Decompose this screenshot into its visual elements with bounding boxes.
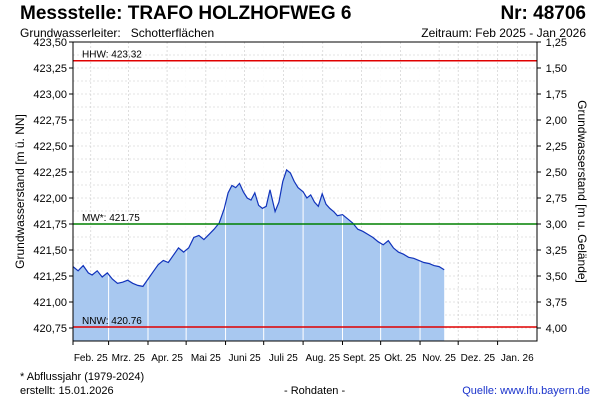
y-tick-label-right: 3,00	[546, 219, 567, 231]
y-tick-label-right: 1,25	[546, 37, 567, 49]
x-tick-label: Apr. 25	[151, 353, 183, 364]
source-link[interactable]: Quelle: www.lfu.bayern.de	[462, 385, 590, 397]
y-tick-label-left: 422,50	[33, 141, 67, 153]
y-tick-label-right: 4,00	[546, 323, 567, 335]
x-tick-label: Juli 25	[269, 353, 298, 364]
x-axis: Feb. 25 Mrz. 25 Apr. 25 Mai 25 Juni 25 Juli 2…	[72, 341, 534, 364]
station-number: Nr: 48706	[500, 3, 586, 24]
y-tick-label-left: 423,25	[33, 63, 67, 75]
station-title: Messstelle: TRAFO HOLZHOFWEG 6	[20, 3, 352, 24]
y-tick-label-left: 421,50	[33, 245, 67, 257]
x-tick-label: Feb. 25	[74, 353, 108, 364]
aquifer-value: Schotterflächen	[130, 26, 215, 40]
y-tick-label-left: 421,75	[33, 219, 67, 231]
y-tick-label-left: 421,25	[33, 271, 67, 283]
y-axis-label-right: Grundwasserstand [m u. Gelände]	[575, 100, 589, 283]
ref-label-hhw: HHW: 423.32	[82, 50, 142, 61]
x-tick-label: Juni 25	[228, 353, 261, 364]
x-tick-label: Mrz. 25	[112, 353, 146, 364]
y-tick-label-right: 2,50	[546, 167, 567, 179]
plot-frame	[72, 41, 538, 342]
raw-data-note: - Rohdaten -	[284, 385, 346, 397]
ref-label-mw: MW*: 421.75	[82, 213, 140, 224]
reference-lines: HHW: 423.32 MW*: 421.75 NNW: 420.76	[73, 50, 537, 328]
ref-label-nnw: NNW: 420.76	[82, 316, 142, 327]
y-axis-label-left: Grundwasserstand [m ü. NN]	[13, 114, 27, 269]
x-tick-label: Sept. 25	[343, 353, 381, 364]
aquifer-info: Grundwasserleiter: Schotterflächen	[20, 26, 214, 40]
y-tick-label-right: 1,75	[546, 89, 567, 101]
footnote: * Abflussjahr (1979-2024)	[20, 371, 145, 383]
month-separators	[108, 42, 421, 341]
x-tick-label: Okt. 25	[384, 353, 417, 364]
y-tick-label-left: 423,50	[33, 37, 67, 49]
period-label: Zeitraum: Feb 2025 - Jan 2026	[421, 26, 586, 40]
y-tick-label-left: 422,25	[33, 167, 67, 179]
x-tick-label: Dez. 25	[461, 353, 496, 364]
y-tick-label-right: 2,00	[546, 115, 567, 127]
x-tick-label: Aug. 25	[306, 353, 341, 364]
y-tick-label-right: 3,50	[546, 271, 567, 283]
x-tick-label: Jan. 26	[501, 353, 534, 364]
y-axis-right: 1,25 1,50 1,75 2,00 2,25 2,50 2,75 3,00 3,25 3,50…	[537, 37, 567, 335]
y-tick-label-right: 2,25	[546, 141, 567, 153]
x-tick-label: Mai 25	[191, 353, 221, 364]
y-tick-label-left: 420,75	[33, 323, 67, 335]
x-tick-label: Nov. 25	[422, 353, 456, 364]
aquifer-label: Grundwasserleiter:	[20, 26, 121, 40]
y-tick-label-left: 422,00	[33, 193, 67, 205]
level-area	[73, 169, 445, 341]
y-tick-label-left: 421,00	[33, 297, 67, 309]
created-date: erstellt: 15.01.2026	[20, 385, 114, 397]
y-axis-left: 420,75 421,00 421,25 421,50 421,75 422,00 422,…	[33, 37, 73, 335]
y-tick-label-right: 2,75	[546, 193, 567, 205]
y-tick-label-left: 423,00	[33, 89, 67, 101]
y-tick-label-left: 422,75	[33, 115, 67, 127]
y-tick-label-right: 1,50	[546, 63, 567, 75]
level-line	[72, 168, 445, 288]
y-tick-label-right: 3,25	[546, 245, 567, 257]
y-tick-label-right: 3,75	[546, 297, 567, 309]
